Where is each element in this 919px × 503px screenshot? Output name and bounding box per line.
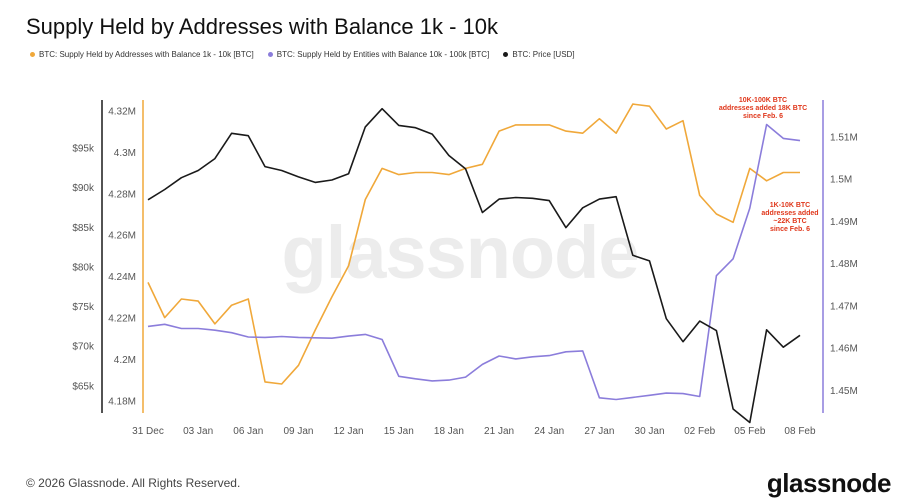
series-line-supply-1k-10k bbox=[147, 103, 800, 385]
legend-dot-purple bbox=[267, 52, 273, 57]
x-tick-label: 03 Jan bbox=[183, 426, 213, 437]
x-tick-label: 06 Jan bbox=[233, 426, 263, 437]
series-line-supply-10k-100k bbox=[147, 123, 801, 401]
y-tick-price: $90k bbox=[72, 183, 95, 194]
x-tick-label: 24 Jan bbox=[534, 426, 564, 437]
y-tick-price: $85k bbox=[72, 223, 95, 234]
y-tick-price: $95k bbox=[72, 144, 95, 155]
annotation-text: since Feb. 6 bbox=[743, 113, 783, 120]
x-tick-label: 31 Dec bbox=[132, 426, 164, 437]
chart-legend: BTC: Supply Held by Addresses with Balan… bbox=[30, 50, 575, 59]
x-tick-label: 08 Feb bbox=[784, 426, 816, 437]
y-tick-price: $65k bbox=[72, 381, 95, 392]
annotation-text: ~22K BTC bbox=[773, 218, 806, 225]
series-line-price bbox=[147, 107, 801, 424]
legend-dot-black bbox=[503, 52, 509, 57]
x-tick-label: 30 Jan bbox=[635, 426, 665, 437]
y-tick-supply-1k-10k: 4.26M bbox=[108, 231, 136, 242]
annotation-text: 10K-100K BTC bbox=[739, 97, 787, 104]
y-tick-supply-1k-10k: 4.3M bbox=[114, 148, 136, 159]
copyright-footer: © 2026 Glassnode. All Rights Reserved. bbox=[26, 476, 241, 490]
legend-label-orange: BTC: Supply Held by Addresses with Balan… bbox=[39, 50, 254, 59]
x-tick-label: 12 Jan bbox=[334, 426, 364, 437]
annotation-text: since Feb. 6 bbox=[770, 226, 810, 233]
annotation-text: 1K-10K BTC bbox=[770, 202, 810, 209]
legend-label-purple: BTC: Supply Held by Entities with Balanc… bbox=[276, 50, 490, 59]
y-tick-supply-10k-100k: 1.46M bbox=[830, 344, 858, 355]
y-tick-price: $75k bbox=[72, 302, 95, 313]
y-tick-supply-1k-10k: 4.28M bbox=[108, 189, 136, 200]
chart-title: Supply Held by Addresses with Balance 1k… bbox=[26, 14, 499, 39]
y-tick-price: $70k bbox=[72, 342, 95, 353]
y-tick-supply-1k-10k: 4.22M bbox=[108, 314, 136, 325]
y-tick-supply-1k-10k: 4.18M bbox=[108, 397, 136, 408]
legend-item-orange[interactable]: BTC: Supply Held by Addresses with Balan… bbox=[30, 50, 254, 59]
y-tick-supply-10k-100k: 1.47M bbox=[830, 301, 858, 312]
legend-dot-orange bbox=[30, 52, 35, 57]
y-tick-supply-10k-100k: 1.5M bbox=[830, 175, 852, 186]
legend-item-purple[interactable]: BTC: Supply Held by Entities with Balanc… bbox=[267, 50, 490, 59]
y-tick-supply-1k-10k: 4.24M bbox=[108, 272, 136, 283]
annotation-text: addresses added bbox=[761, 210, 818, 217]
x-tick-label: 21 Jan bbox=[484, 426, 514, 437]
y-tick-price: $80k bbox=[72, 262, 95, 273]
watermark-text: glassnode bbox=[282, 211, 639, 294]
y-tick-supply-10k-100k: 1.48M bbox=[830, 259, 858, 270]
y-tick-supply-1k-10k: 4.32M bbox=[108, 106, 136, 117]
annotation-text: addresses added 18K BTC bbox=[719, 105, 807, 112]
y-tick-supply-10k-100k: 1.49M bbox=[830, 217, 858, 228]
glassnode-logo[interactable]: glassnode bbox=[766, 468, 892, 498]
x-tick-label: 15 Jan bbox=[384, 426, 414, 437]
legend-label-black: BTC: Price [USD] bbox=[512, 50, 575, 59]
x-tick-label: 05 Feb bbox=[734, 426, 766, 437]
y-tick-supply-10k-100k: 1.51M bbox=[830, 132, 858, 143]
y-tick-supply-10k-100k: 1.45M bbox=[830, 386, 858, 397]
y-tick-supply-1k-10k: 4.2M bbox=[114, 355, 136, 366]
x-tick-label: 09 Jan bbox=[283, 426, 313, 437]
x-tick-label: 27 Jan bbox=[584, 426, 614, 437]
x-tick-label: 02 Feb bbox=[684, 426, 716, 437]
legend-item-black[interactable]: BTC: Price [USD] bbox=[503, 50, 575, 59]
x-tick-label: 18 Jan bbox=[434, 426, 464, 437]
